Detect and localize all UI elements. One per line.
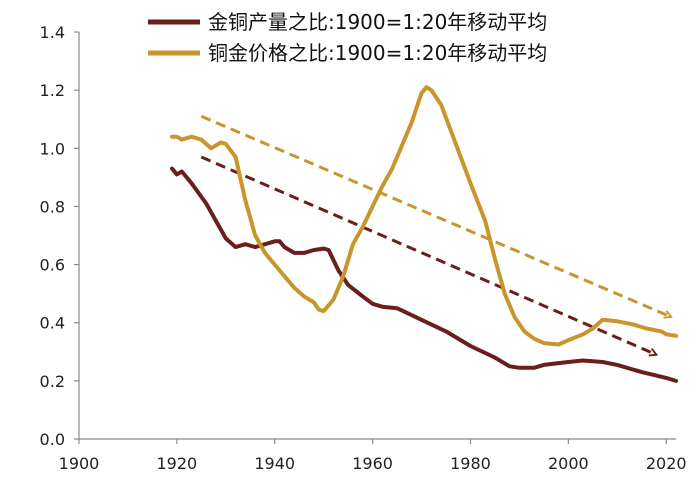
x-tick-label: 1900: [59, 454, 100, 473]
legend-label: 铜金价格之比:1900=1:20年移动平均: [208, 41, 547, 65]
y-tick-label: 0.8: [40, 197, 65, 216]
legend-label: 金铜产量之比:1900=1:20年移动平均: [208, 10, 547, 34]
series-line-copper-gold-price: [170, 85, 678, 347]
axes: 0.0 0.2 0.4 0.6 0.8 1.0 1.2 1.4 1900 1920 1940 1960…: [40, 23, 687, 473]
trend-arrows: [200, 114, 671, 355]
trend-arrow: [200, 114, 671, 317]
x-tick-label: 1940: [254, 454, 295, 473]
x-tick-label: 1980: [450, 454, 491, 473]
series-lines: [170, 85, 678, 383]
x-tick-label: 2020: [646, 454, 687, 473]
y-tick-label: 1.2: [40, 81, 65, 100]
y-tick-label: 1.4: [40, 23, 65, 42]
y-tick-label: 0.4: [40, 314, 65, 333]
x-tick-label: 1960: [352, 454, 393, 473]
y-tick-label: 0.2: [40, 372, 65, 391]
legend: 金铜产量之比:1900=1:20年移动平均铜金价格之比:1900=1:20年移动…: [148, 10, 547, 65]
trend-arrow: [200, 155, 656, 355]
x-tick-label: 2000: [548, 454, 589, 473]
y-tick-label: 1.0: [40, 139, 65, 158]
y-tick-label: 0.6: [40, 256, 65, 275]
y-tick-label: 0.0: [40, 430, 65, 449]
x-tick-label: 1920: [157, 454, 198, 473]
series-line-gold-copper-production: [170, 166, 678, 383]
